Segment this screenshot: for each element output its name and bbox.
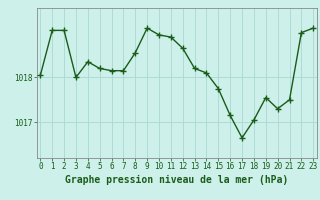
X-axis label: Graphe pression niveau de la mer (hPa): Graphe pression niveau de la mer (hPa): [65, 175, 288, 185]
